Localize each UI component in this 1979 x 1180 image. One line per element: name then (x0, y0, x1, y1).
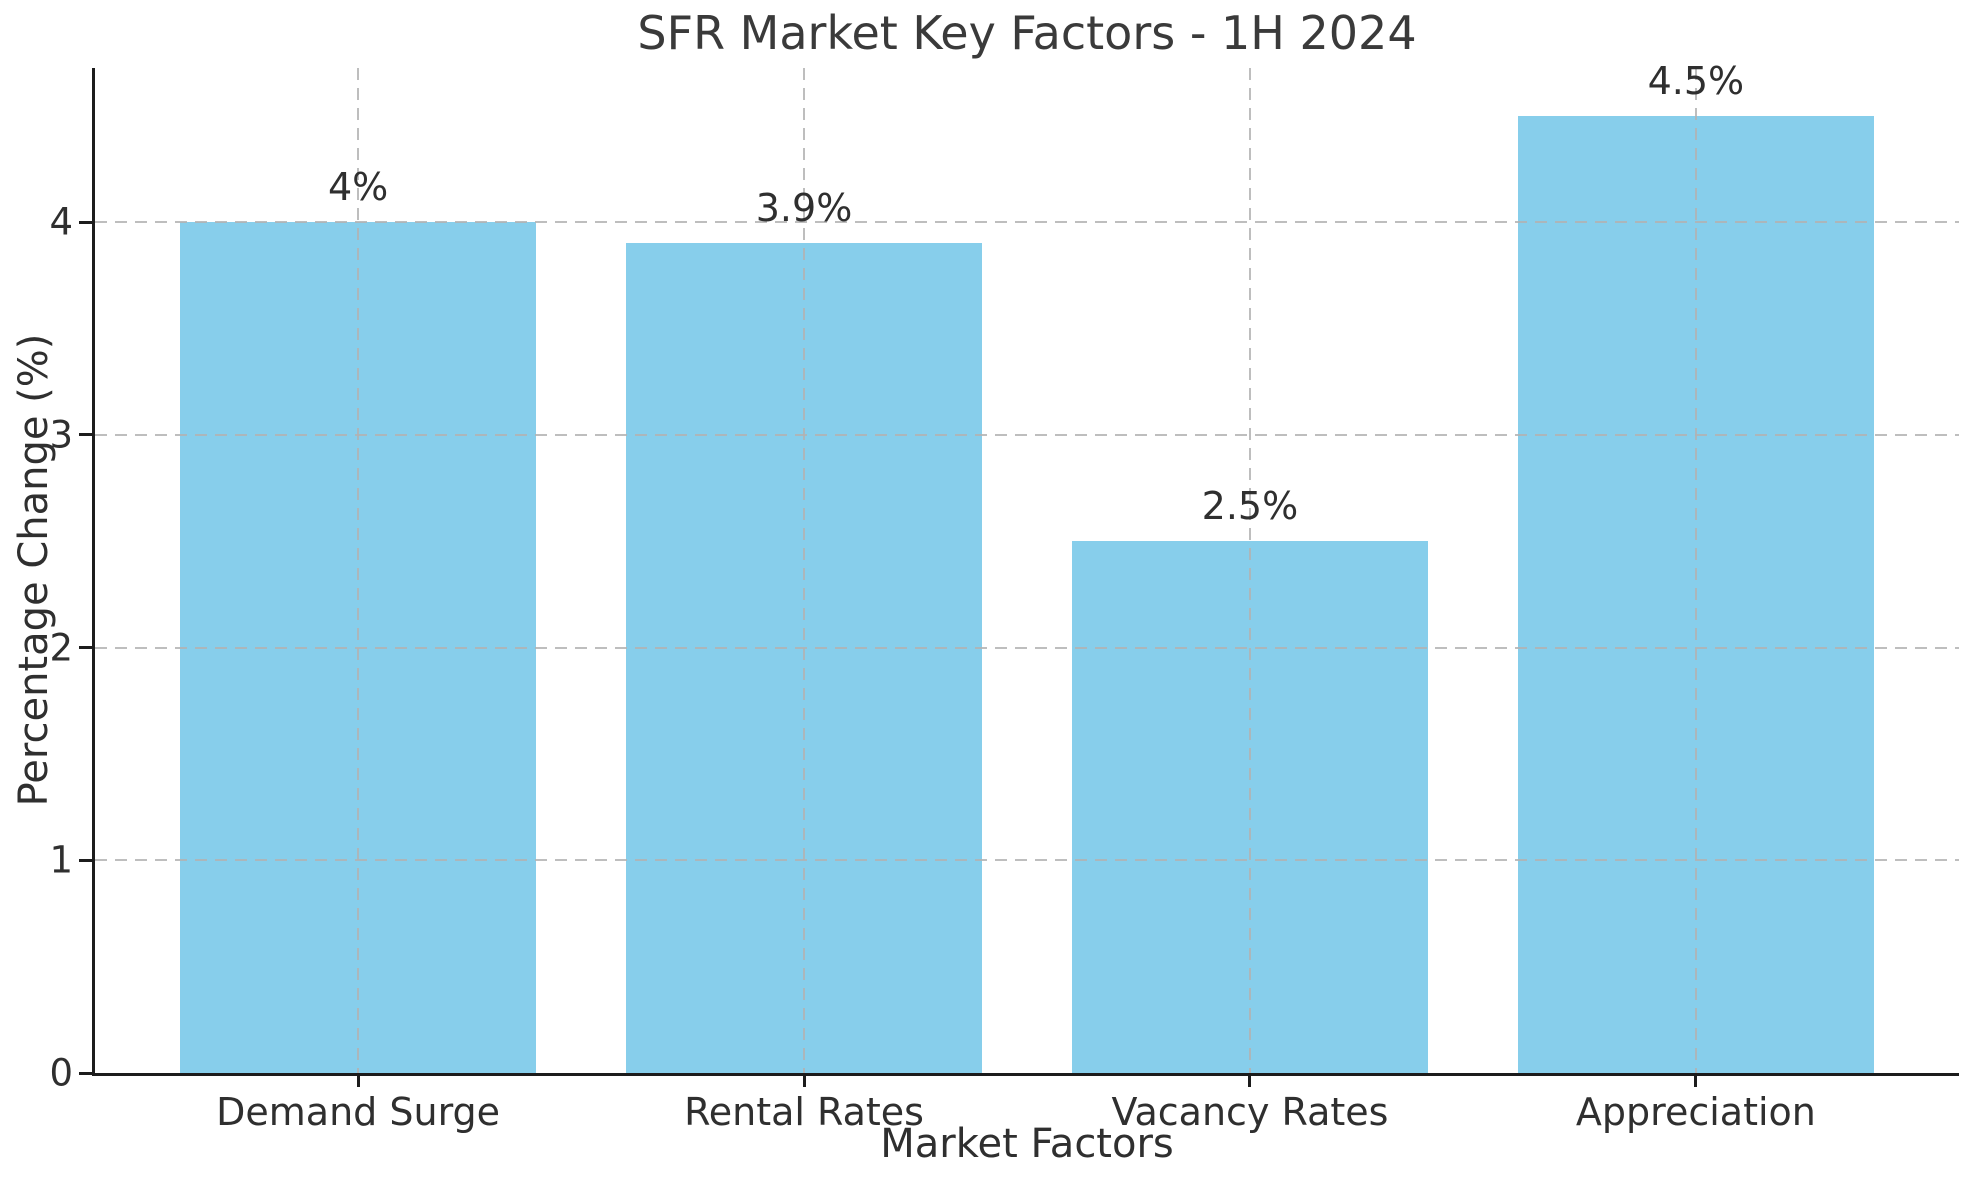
y-tick-label-0: 0 (49, 1051, 73, 1095)
bar-value-label-1: 4% (327, 165, 389, 210)
x-tick-label-2: Rental Rates (684, 1090, 924, 1134)
y-gridline-2 (95, 646, 1959, 649)
y-tick-mark-3 (79, 433, 92, 437)
x-tick-label-4: Appreciation (1575, 1090, 1816, 1134)
y-gridline-4 (95, 221, 1959, 224)
x-tick-mark-1 (356, 1076, 360, 1087)
y-tick-mark-4 (79, 220, 92, 224)
x-tick-mark-3 (1248, 1076, 1252, 1087)
bar-value-label-3: 2.5% (1201, 484, 1299, 529)
x-axis-spine (92, 1073, 1959, 1076)
chart-title: SFR Market Key Factors - 1H 2024 (637, 6, 1417, 60)
y-gridline-1 (95, 859, 1959, 862)
y-tick-label-4: 4 (49, 200, 73, 244)
x-tick-mark-2 (802, 1076, 806, 1087)
x-gridline-1 (357, 68, 360, 1073)
y-gridline-3 (95, 433, 1959, 436)
plot-area: 0 1 2 3 4 Demand Surge 4% Rental Rates 3.9% Vacan… (49, 62, 1959, 1134)
x-gridline-2 (803, 68, 806, 1073)
x-tick-label-1: Demand Surge (216, 1090, 501, 1134)
y-tick-mark-0 (79, 1071, 92, 1075)
bar-value-label-2: 3.9% (755, 186, 853, 231)
x-axis-label: Market Factors (880, 1121, 1174, 1167)
y-tick-mark-2 (79, 646, 92, 650)
y-axis-spine (92, 68, 95, 1076)
x-gridline-3 (1248, 68, 1251, 1073)
y-tick-mark-1 (79, 858, 92, 862)
y-tick-label-2: 2 (49, 626, 73, 670)
y-axis-label: Percentage Change (%) (11, 333, 57, 807)
bar-value-label-4: 4.5% (1647, 58, 1745, 103)
x-gridline-4 (1694, 68, 1697, 1073)
y-tick-label-3: 3 (49, 413, 73, 457)
x-tick-mark-4 (1694, 1076, 1698, 1087)
y-tick-label-1: 1 (49, 838, 73, 882)
x-tick-label-3: Vacancy Rates (1111, 1090, 1389, 1134)
